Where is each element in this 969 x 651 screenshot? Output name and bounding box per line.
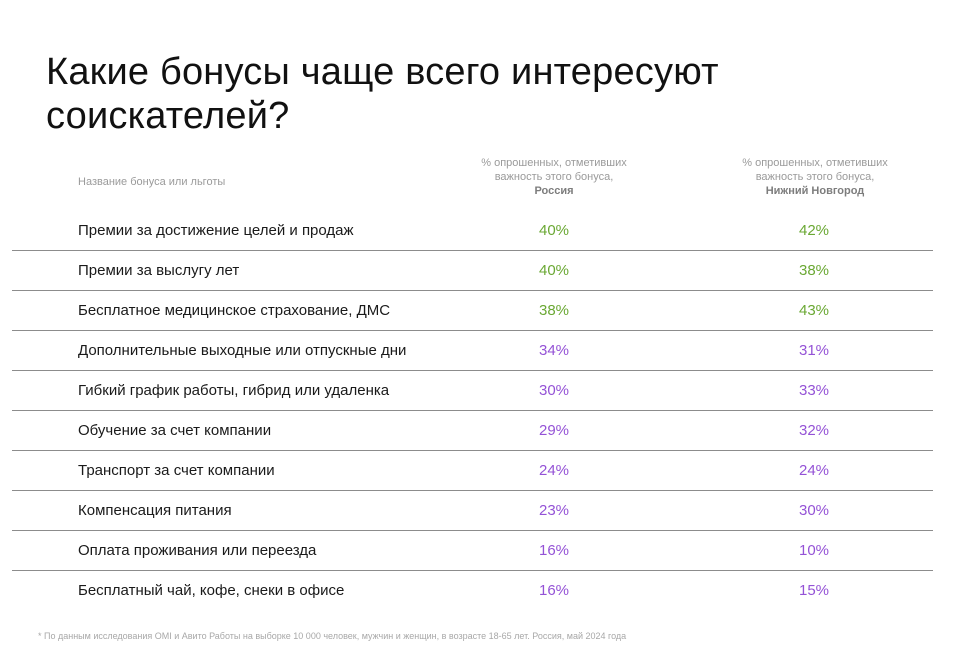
bonus-name: Транспорт за счет компании [78, 462, 275, 479]
header-nizhny-line2: важность этого бонуса, [755, 171, 875, 183]
table-row: Бесплатный чай, кофе, снеки в офисе 16% 15… [12, 571, 933, 611]
russia-percent: 40% [538, 262, 570, 279]
russia-percent: 23% [538, 502, 570, 519]
russia-percent: 24% [538, 462, 570, 479]
table-row: Бесплатное медицинское страхование, ДМС 3… [12, 291, 933, 331]
russia-percent: 34% [538, 342, 570, 359]
bonus-table: Премии за достижение целей и продаж 40% 42… [12, 211, 933, 611]
nizhny-percent: 24% [798, 462, 830, 479]
footnote: * По данным исследования OMI и Авито Раб… [38, 631, 627, 641]
bonus-name: Бесплатное медицинское страхование, ДМС [78, 302, 391, 319]
header-russia-line1: % опрошенных, отметивших [481, 157, 627, 169]
table-row: Обучение за счет компании 29% 32% [12, 411, 933, 451]
bonus-name: Дополнительные выходные или отпускные дн… [78, 342, 407, 359]
russia-percent: 29% [538, 422, 570, 439]
nizhny-percent: 10% [798, 542, 830, 559]
table-row: Премии за выслугу лет 40% 38% [12, 251, 933, 291]
nizhny-percent: 38% [798, 262, 830, 279]
table-row: Премии за достижение целей и продаж 40% 42… [12, 211, 933, 251]
russia-percent: 16% [538, 542, 570, 559]
nizhny-percent: 31% [798, 342, 830, 359]
table-row: Компенсация питания 23% 30% [12, 491, 933, 531]
nizhny-percent: 15% [798, 582, 830, 599]
nizhny-percent: 42% [798, 222, 830, 239]
bonus-name: Компенсация питания [78, 502, 232, 519]
russia-percent: 38% [538, 302, 570, 319]
russia-percent: 16% [538, 582, 570, 599]
table-row: Дополнительные выходные или отпускные дн… [12, 331, 933, 371]
bonus-name: Премии за достижение целей и продаж [78, 222, 354, 239]
header-name-column: Название бонуса или льготы [78, 176, 226, 188]
header-nizhny-column: % опрошенных, отметивших важность этого … [705, 156, 925, 198]
nizhny-percent: 30% [798, 502, 830, 519]
table-row: Оплата проживания или переезда 16% 10% [12, 531, 933, 571]
bonus-name: Оплата проживания или переезда [78, 542, 317, 559]
bonus-name: Премии за выслугу лет [78, 262, 240, 279]
nizhny-percent: 32% [798, 422, 830, 439]
nizhny-percent: 33% [798, 382, 830, 399]
header-nizhny-region: Нижний Новгород [765, 185, 865, 197]
bonus-name: Гибкий график работы, гибрид или удаленк… [78, 382, 390, 399]
bonus-name: Бесплатный чай, кофе, снеки в офисе [78, 582, 345, 599]
russia-percent: 30% [538, 382, 570, 399]
header-russia-column: % опрошенных, отметивших важность этого … [444, 156, 664, 198]
table-row: Гибкий график работы, гибрид или удаленк… [12, 371, 933, 411]
header-russia-line2: важность этого бонуса, [494, 171, 614, 183]
page-title: Какие бонусы чаще всего интересуют соиск… [46, 51, 719, 137]
table-row: Транспорт за счет компании 24% 24% [12, 451, 933, 491]
nizhny-percent: 43% [798, 302, 830, 319]
bonus-name: Обучение за счет компании [78, 422, 272, 439]
header-nizhny-line1: % опрошенных, отметивших [742, 157, 888, 169]
header-russia-region: Россия [534, 185, 574, 197]
russia-percent: 40% [538, 222, 570, 239]
table-header: Название бонуса или льготы % опрошенных,… [0, 152, 969, 212]
